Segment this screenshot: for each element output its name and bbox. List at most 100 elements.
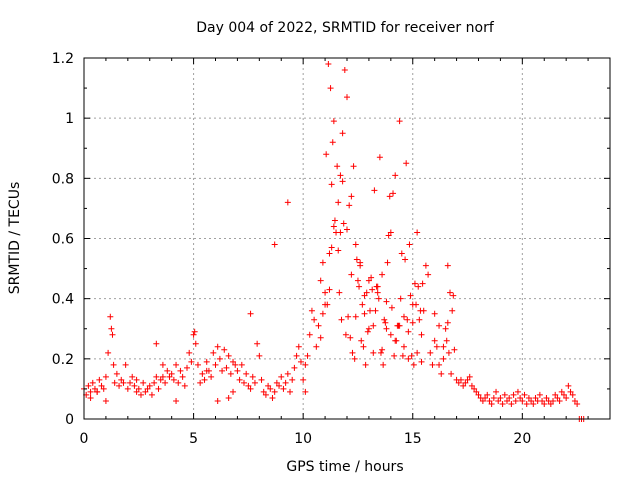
data-point [313,343,320,350]
data-point [225,352,232,359]
data-point [120,379,127,386]
data-point [475,391,482,398]
data-point [543,394,550,401]
data-point [396,118,403,125]
data-point [381,316,388,323]
data-point [361,310,368,317]
data-point [85,382,92,389]
data-point [338,316,345,323]
data-point [344,226,350,233]
data-point [442,325,449,332]
data-point [352,313,359,320]
data-point [510,391,517,398]
data-point [146,382,153,389]
data-point [326,250,333,257]
data-point [249,373,256,380]
data-point [517,394,524,401]
data-point [466,373,473,380]
chart-title: Day 004 of 2022, SRMTID for receiver nor… [196,20,495,36]
data-point [110,361,117,368]
data-point [506,394,513,401]
data-point [556,397,563,404]
data-point [348,193,355,200]
data-point [107,313,114,320]
data-point [356,283,363,290]
y-tick-label: 0 [65,412,74,428]
data-point [447,289,454,296]
data-point [525,394,532,401]
data-point [351,355,358,362]
data-point [419,280,426,287]
data-point [346,202,353,209]
data-point [212,361,219,368]
data-point [497,394,504,401]
data-point [271,388,278,395]
data-point [460,382,467,389]
data-point [203,358,210,365]
data-point [109,331,116,338]
data-point [181,382,188,389]
data-point [462,379,469,386]
data-point [157,376,164,383]
data-point [404,316,411,323]
data-point [219,367,226,374]
data-point [357,262,364,269]
data-point [177,367,184,374]
data-point [341,67,348,74]
data-point [547,400,554,407]
data-point [413,301,420,308]
data-point [501,391,508,398]
data-point [87,388,94,395]
data-point [550,397,557,404]
data-point [287,388,294,395]
data-point [300,376,307,383]
data-point [560,391,567,398]
data-point [260,388,267,395]
data-point [436,322,443,329]
data-point [383,325,390,332]
data-point [308,307,315,314]
data-point [571,397,578,404]
data-point [409,319,416,326]
data-point [375,295,382,302]
data-point [315,322,322,329]
data-point [399,352,406,359]
data-point [280,385,287,392]
data-point [410,361,417,368]
data-point [379,346,386,353]
data-point [364,328,371,335]
data-point [113,370,120,377]
data-point [386,193,393,200]
data-point [508,400,515,407]
data-point [574,400,581,407]
data-point [359,301,366,308]
data-point [191,328,198,335]
data-point [350,163,357,170]
data-point [337,172,344,179]
data-point [358,337,365,344]
data-point [322,289,329,296]
data-point [122,361,129,368]
data-point [96,376,103,383]
data-point [362,361,369,368]
data-point [380,361,387,368]
data-point [349,349,356,356]
data-point [278,373,285,380]
data-point [367,307,374,314]
data-point [203,367,210,374]
axis-ticks [83,57,610,420]
data-point [243,370,250,377]
data-point [173,361,180,368]
data-point [388,304,395,311]
data-point [427,349,434,356]
data-point [444,319,451,326]
data-point [118,376,125,383]
data-point [330,118,337,125]
data-point [348,271,355,278]
data-point [391,352,398,359]
data-point [365,277,372,284]
data-point [339,130,346,137]
data-point [319,259,326,266]
data-point [230,358,237,365]
